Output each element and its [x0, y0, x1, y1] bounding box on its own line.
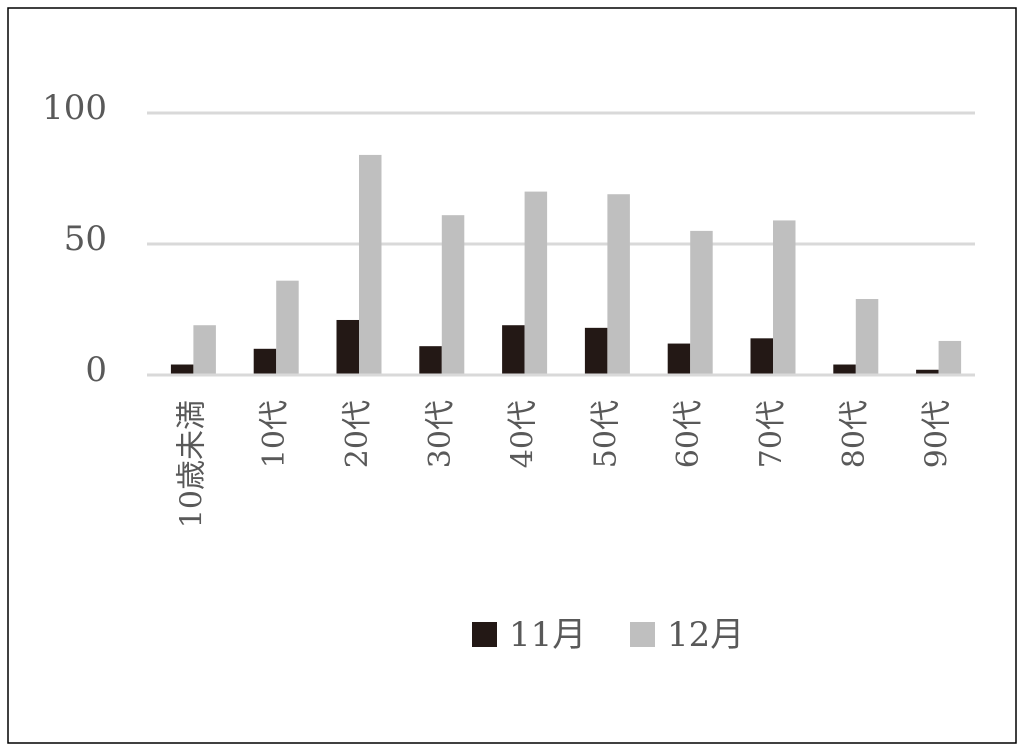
bar: [584, 327, 608, 375]
x-tick-label: 70代: [754, 400, 789, 468]
legend-label: 11月: [509, 615, 586, 655]
bar: [916, 369, 939, 375]
legend-swatch: [630, 622, 655, 647]
bar: [855, 299, 879, 375]
y-tick-label: 50: [64, 219, 107, 259]
bar: [667, 343, 691, 375]
legend-label: 12月: [667, 615, 744, 655]
x-tick-label: 90代: [920, 400, 955, 468]
bar: [690, 230, 713, 375]
x-tick-label: 40代: [506, 400, 541, 468]
x-tick-label: 10歳未満: [174, 400, 209, 528]
bar: [419, 346, 442, 375]
bar: [773, 220, 796, 375]
bar: [336, 319, 359, 375]
x-tick-label: 50代: [588, 400, 623, 468]
x-tick-label: 20代: [340, 400, 375, 468]
bar: [750, 338, 773, 375]
bar: [607, 194, 630, 375]
x-tick-label: 60代: [671, 400, 706, 468]
bar: [276, 280, 299, 375]
y-tick-label: 100: [42, 88, 107, 128]
bar: [524, 191, 548, 375]
bar: [833, 364, 856, 375]
bar: [170, 364, 194, 375]
bar: [359, 154, 382, 375]
x-tick-label: 80代: [837, 400, 872, 468]
bar: [938, 340, 962, 375]
bar: [441, 215, 465, 375]
x-tick-label: 30代: [423, 400, 458, 468]
bar: [193, 325, 216, 375]
bar: [502, 325, 525, 375]
bar: [253, 348, 277, 375]
y-tick-label: 0: [85, 350, 107, 390]
legend-swatch: [472, 622, 497, 647]
x-tick-label: 10代: [257, 400, 292, 468]
